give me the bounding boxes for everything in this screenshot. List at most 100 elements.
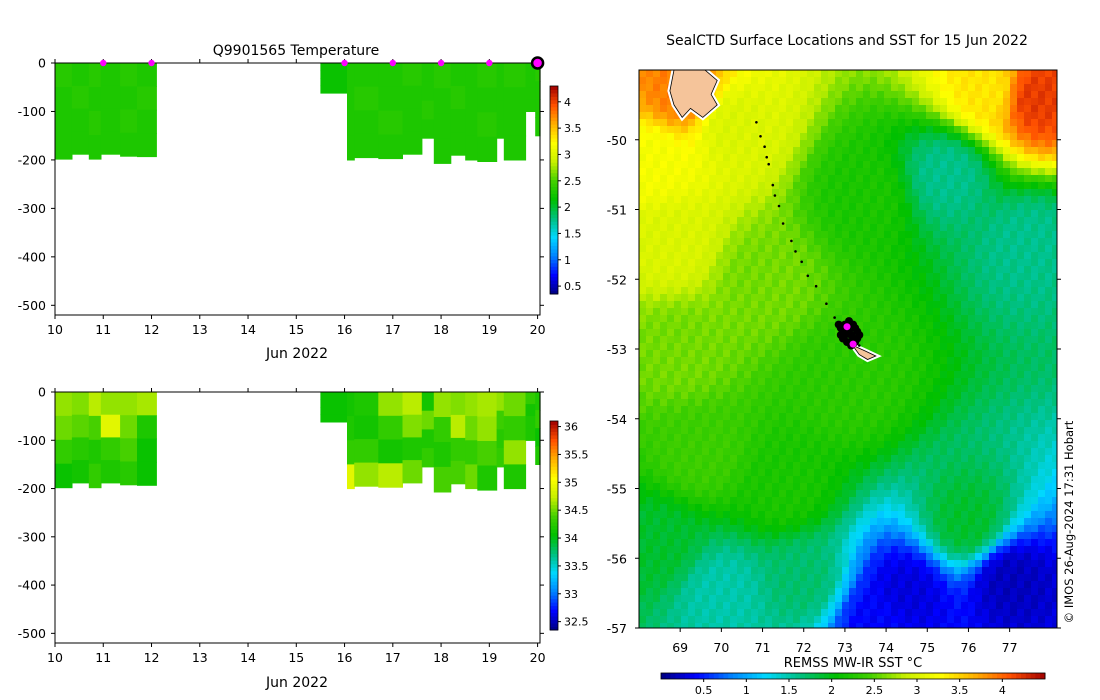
sst-cell <box>891 273 899 281</box>
sst-cell <box>793 532 801 540</box>
sst-cell <box>765 483 773 491</box>
sst-cell <box>737 252 745 260</box>
sst-cell <box>919 91 927 99</box>
sst-cell <box>989 581 997 589</box>
sst-cell <box>975 364 983 372</box>
sst-cell <box>667 182 675 190</box>
sst-cell <box>730 595 738 603</box>
section-cell <box>55 63 73 88</box>
sst-cell <box>1010 70 1018 78</box>
sst-cell <box>709 210 717 218</box>
sst-cell <box>870 224 878 232</box>
sst-cell <box>884 392 892 400</box>
sst-cell <box>975 140 983 148</box>
section-cell <box>55 463 73 489</box>
sst-cell <box>975 490 983 498</box>
sst-cell <box>835 581 843 589</box>
sst-cell <box>1052 581 1057 589</box>
sst-cell <box>947 140 955 148</box>
sst-cell <box>954 126 962 134</box>
sst-cell <box>856 294 864 302</box>
sst-cell <box>1045 511 1053 519</box>
sst-cell <box>660 147 668 155</box>
sst-cell <box>1010 392 1018 400</box>
sst-cell <box>954 273 962 281</box>
sst-cell <box>814 399 822 407</box>
sst-cell <box>1031 532 1039 540</box>
sst-cell <box>681 154 689 162</box>
sst-cell <box>772 336 780 344</box>
sst-cell <box>730 161 738 169</box>
sst-cell <box>639 560 647 568</box>
sst-cell <box>996 98 1004 106</box>
sst-cell <box>800 574 808 582</box>
sst-cell <box>674 497 682 505</box>
sst-cell <box>891 224 899 232</box>
sst-cell <box>926 441 934 449</box>
colorbar-segment <box>550 448 558 453</box>
sst-cell <box>877 140 885 148</box>
sst-cell <box>779 105 787 113</box>
sst-cell <box>807 84 815 92</box>
sst-cell <box>758 224 766 232</box>
sst-cell <box>702 161 710 169</box>
colorbar-segment <box>550 89 558 94</box>
sst-cell <box>1031 504 1039 512</box>
sst-cell <box>646 161 654 169</box>
sst-cell <box>842 259 850 267</box>
sst-cell <box>996 259 1004 267</box>
sst-cell <box>975 469 983 477</box>
sst-cell <box>646 84 654 92</box>
sst-cell <box>828 525 836 533</box>
sst-cell <box>926 252 934 260</box>
sst-cell <box>751 98 759 106</box>
sst-cell <box>814 427 822 435</box>
sst-cell <box>1038 182 1046 190</box>
sst-cell <box>919 532 927 540</box>
section-cell <box>100 460 121 484</box>
sst-cell <box>982 455 990 463</box>
sst-cell <box>961 105 969 113</box>
sst-cell <box>1003 441 1011 449</box>
sst-cell <box>919 560 927 568</box>
sst-cell <box>989 525 997 533</box>
sst-cell <box>1045 182 1053 190</box>
sst-cell <box>898 91 906 99</box>
sst-cell <box>989 518 997 526</box>
sst-cell <box>877 259 885 267</box>
sst-cell <box>975 455 983 463</box>
sst-cell <box>898 504 906 512</box>
sst-cell <box>940 287 948 295</box>
sst-cell <box>989 553 997 561</box>
sst-cell <box>996 210 1004 218</box>
sst-cell <box>863 343 871 351</box>
sst-cell <box>863 210 871 218</box>
section-cell <box>450 109 466 133</box>
sst-cell <box>1024 217 1032 225</box>
sst-cell <box>772 294 780 302</box>
sst-cell <box>828 469 836 477</box>
sst-cell <box>891 567 899 575</box>
sst-cell <box>1024 224 1032 232</box>
sst-cell <box>1017 490 1025 498</box>
sst-cell <box>919 203 927 211</box>
sst-cell <box>905 301 913 309</box>
sst-cell <box>863 462 871 470</box>
sst-cell <box>1017 168 1025 176</box>
section-cell <box>535 428 541 447</box>
sst-cell <box>1017 385 1025 393</box>
sst-cell <box>975 294 983 302</box>
sst-cell <box>947 413 955 421</box>
section-cell <box>535 99 541 119</box>
sst-cell <box>1031 588 1039 596</box>
sst-cell <box>940 399 948 407</box>
sst-cell <box>646 350 654 358</box>
sst-cell <box>961 490 969 498</box>
sst-cell <box>737 231 745 239</box>
sst-cell <box>863 84 871 92</box>
sst-cell <box>926 399 934 407</box>
sst-cell <box>1017 553 1025 561</box>
sst-cell <box>779 399 787 407</box>
colorbar-segment <box>550 619 558 624</box>
sst-cell <box>898 581 906 589</box>
